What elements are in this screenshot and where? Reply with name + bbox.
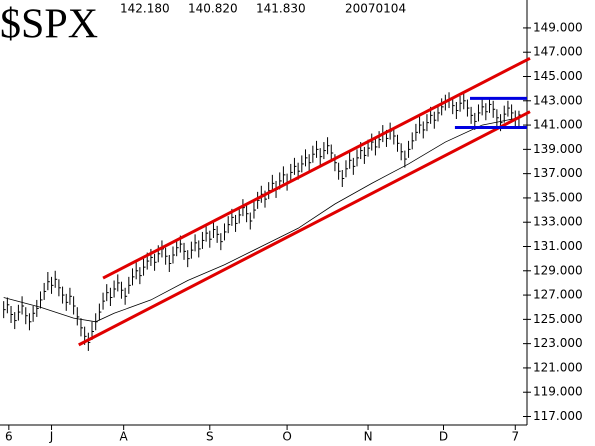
header-close: 141.830 bbox=[256, 2, 306, 16]
y-tick-label: 139.000 bbox=[533, 142, 583, 156]
x-tick-label: N bbox=[364, 430, 373, 444]
moving-average bbox=[3, 117, 520, 323]
y-tick-label: 125.000 bbox=[533, 312, 583, 326]
x-tick-label: 7 bbox=[511, 430, 519, 444]
x-tick-label: D bbox=[439, 430, 448, 444]
y-tick-label: 119.000 bbox=[533, 385, 583, 399]
y-tick-label: 143.000 bbox=[533, 93, 583, 107]
y-tick-label: 121.000 bbox=[533, 360, 583, 374]
x-tick-label: 6 bbox=[5, 430, 13, 444]
y-tick-label: 127.000 bbox=[533, 288, 583, 302]
x-tick-label: J bbox=[49, 430, 54, 444]
y-tick-label: 147.000 bbox=[533, 45, 583, 59]
y-tick-label: 135.000 bbox=[533, 190, 583, 204]
y-tick-label: 137.000 bbox=[533, 166, 583, 180]
y-tick-label: 141.000 bbox=[533, 118, 583, 132]
y-tick-label: 131.000 bbox=[533, 239, 583, 253]
y-tick-label: 117.000 bbox=[533, 409, 583, 423]
header-date: 20070104 bbox=[345, 2, 406, 16]
chart-title: $SPX bbox=[0, 2, 98, 48]
trend-line bbox=[102, 56, 531, 280]
x-tick-label: O bbox=[282, 430, 291, 444]
y-tick-label: 123.000 bbox=[533, 336, 583, 350]
x-tick-label: A bbox=[120, 430, 129, 444]
y-tick-label: 145.000 bbox=[533, 69, 583, 83]
header-high: 142.180 bbox=[120, 2, 170, 16]
y-tick-label: 129.000 bbox=[533, 263, 583, 277]
x-tick-label: S bbox=[206, 430, 214, 444]
y-tick-label: 133.000 bbox=[533, 215, 583, 229]
y-tick-label: 149.000 bbox=[533, 20, 583, 34]
header-low: 140.820 bbox=[188, 2, 238, 16]
trend-line bbox=[78, 110, 531, 347]
